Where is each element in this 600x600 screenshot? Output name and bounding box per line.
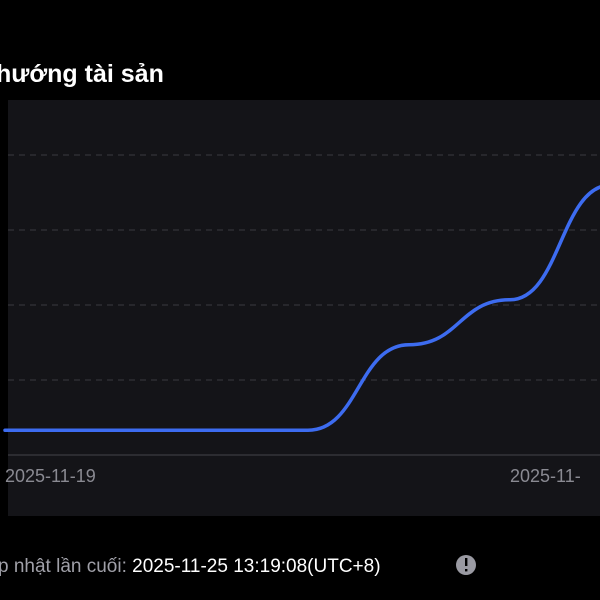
footer-timestamp: 2025-11-25 13:19:08(UTC+8): [132, 556, 380, 577]
footer-label: p nhật lần cuối:: [0, 556, 132, 577]
x-tick-label: 2025-11-: [510, 466, 581, 486]
footer: p nhật lần cuối: 2025-11-25 13:19:08(UTC…: [0, 556, 381, 577]
chart-title: hướng tài sản: [0, 60, 164, 88]
plot: 2025-11-19 2025-11-: [3, 154, 600, 486]
x-tick-label: 2025-11-19: [5, 466, 96, 486]
info-icon-dot: [465, 569, 468, 572]
line: [3, 185, 600, 433]
info-icon-bar: [465, 558, 468, 566]
chart-panel: [8, 100, 600, 516]
